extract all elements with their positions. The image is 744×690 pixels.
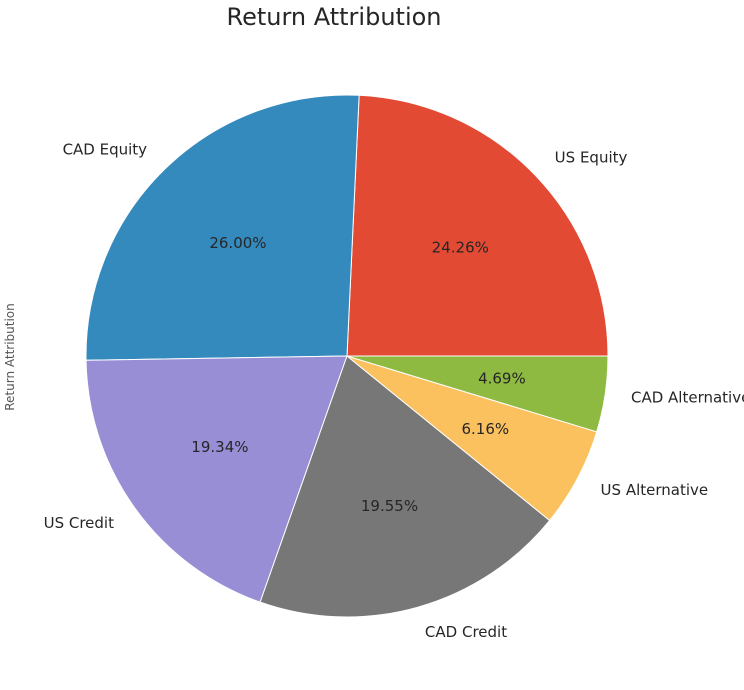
- pie-slices: [85, 94, 609, 618]
- pie-slice-cad-alternative: [346, 355, 609, 433]
- slice-label-us-equity: US Equity: [555, 148, 628, 166]
- slice-percent-cad-alternative: 4.69%: [478, 369, 526, 387]
- slice-percent-us-credit: 19.34%: [191, 438, 248, 456]
- chart-title: Return Attribution: [226, 3, 441, 31]
- slice-label-cad-alternative: CAD Alternative: [631, 389, 744, 407]
- slice-label-cad-credit: CAD Credit: [425, 623, 507, 641]
- slice-label-us-alternative: US Alternative: [601, 481, 709, 499]
- pie-slice-cad-credit: [259, 355, 551, 618]
- slice-label-us-credit: US Credit: [44, 514, 114, 532]
- slice-percent-cad-credit: 19.55%: [361, 497, 418, 515]
- pie-slice-cad-equity: [85, 94, 360, 361]
- slice-label-cad-equity: CAD Equity: [63, 140, 148, 158]
- pie-labels: US Equity 24.26% CAD Equity 26.00% US Credit…: [44, 140, 744, 640]
- slice-percent-us-alternative: 6.16%: [461, 420, 509, 438]
- y-axis-label: Return Attribution: [3, 303, 17, 411]
- pie-slice-us-equity: [346, 94, 609, 357]
- slice-percent-us-equity: 24.26%: [432, 238, 489, 256]
- slice-percent-cad-equity: 26.00%: [209, 234, 266, 252]
